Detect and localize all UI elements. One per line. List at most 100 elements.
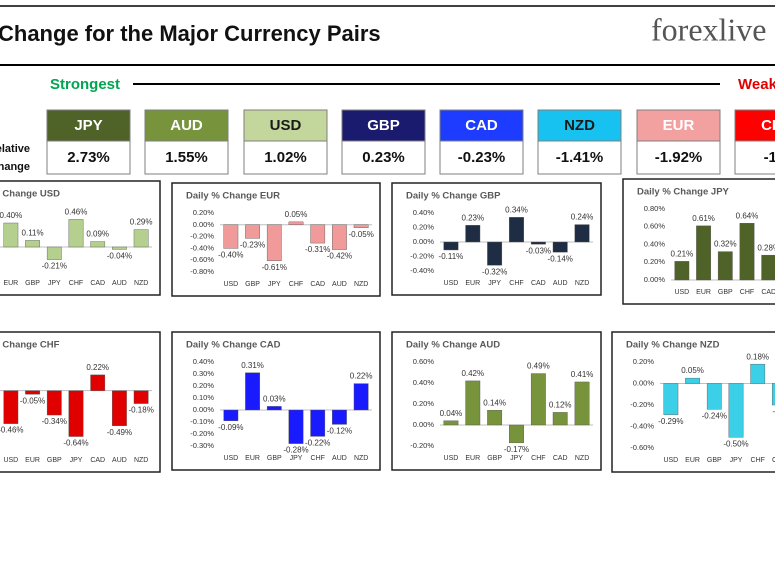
bar — [25, 240, 40, 248]
x-tick-label: NZD — [354, 281, 368, 288]
x-tick-label: EUR — [3, 280, 18, 287]
x-tick-label: USD — [3, 457, 18, 464]
tile-body — [636, 140, 721, 175]
data-label: 0.23% — [461, 213, 484, 222]
tile-header — [439, 109, 524, 142]
x-tick-label: GBP — [707, 457, 722, 464]
y-tick-label: 0.20% — [413, 399, 435, 408]
y-tick-label: 0.00% — [193, 405, 215, 414]
y-tick-label: 0.40% — [413, 208, 435, 217]
y-tick-label: 0.20% — [193, 208, 215, 217]
bar — [68, 390, 84, 437]
bar — [663, 383, 679, 415]
data-label: 0.22% — [86, 363, 109, 372]
x-tick-label: EUR — [465, 280, 480, 287]
bar — [530, 373, 546, 426]
bar — [353, 224, 369, 228]
tile-body — [537, 140, 622, 175]
bar — [465, 380, 481, 426]
data-label: 0.28% — [757, 243, 775, 252]
y-tick-label: 0.20% — [193, 381, 215, 390]
tile-body — [341, 140, 426, 175]
bar — [46, 390, 62, 416]
bar — [706, 383, 722, 410]
weakest-label: Weakest — [738, 76, 775, 93]
data-label: 0.41% — [571, 370, 594, 379]
y-tick-label: 0.00% — [644, 275, 666, 284]
bar — [223, 224, 239, 249]
data-label: -0.04% — [107, 252, 132, 261]
x-tick-label: GBP — [267, 455, 282, 462]
chart-title: Daily % Change GBP — [406, 191, 501, 202]
bar — [750, 363, 766, 384]
chart-frame — [611, 331, 775, 473]
bar — [761, 254, 775, 281]
data-label: 0.40% — [0, 211, 22, 220]
x-tick-label: AUD — [112, 280, 127, 287]
data-label: -0.64% — [63, 439, 88, 448]
data-label: -0.23% — [240, 240, 265, 249]
chart-title: Daily % Change NZD — [626, 340, 720, 351]
data-label: -0.09% — [218, 423, 243, 432]
data-label: -0.21% — [42, 262, 67, 271]
bar — [739, 222, 755, 281]
bar — [112, 390, 127, 426]
bar — [487, 241, 503, 266]
row-label: Relative — [0, 143, 30, 155]
bar — [3, 390, 19, 424]
data-label: -0.22% — [305, 439, 330, 448]
x-tick-label: JPY — [510, 455, 523, 462]
x-tick-label: CHF — [751, 457, 765, 464]
tile-header — [636, 109, 721, 142]
y-tick-label: -0.30% — [190, 441, 214, 450]
data-label: 0.32% — [714, 240, 737, 249]
data-label: -0.42% — [327, 252, 352, 261]
x-tick-label: AUD — [332, 281, 347, 288]
tile-change: -0.23% — [458, 149, 506, 166]
y-tick-label: -0.20% — [630, 400, 654, 409]
data-label: 0.09% — [86, 230, 109, 239]
y-tick-label: -0.40% — [410, 266, 434, 275]
x-tick-label: JPY — [48, 280, 61, 287]
bar — [509, 217, 524, 243]
data-label: -0.32% — [482, 267, 507, 276]
x-tick-label: NZD — [354, 455, 368, 462]
bar — [574, 381, 590, 426]
tile-change: -1.9 — [764, 149, 775, 166]
x-tick-label: JPY — [268, 281, 281, 288]
y-tick-label: -0.20% — [410, 251, 434, 260]
tile-body — [46, 140, 131, 175]
tile-change: 1.02% — [264, 149, 307, 166]
bar — [133, 390, 149, 404]
chart-frame — [391, 182, 602, 296]
chart-title: Daily % Change JPY — [637, 187, 730, 198]
x-tick-label: CAD — [310, 281, 325, 288]
x-tick-label: JPY — [730, 457, 743, 464]
x-tick-label: CAD — [90, 280, 105, 287]
data-label: 0.05% — [285, 210, 308, 219]
bar — [266, 406, 282, 411]
data-label: 0.46% — [65, 208, 88, 217]
tile-body — [243, 140, 328, 175]
tile-currency: NZD — [564, 117, 595, 134]
data-label: 0.12% — [549, 401, 572, 410]
bar — [443, 241, 459, 251]
y-tick-label: -0.20% — [190, 429, 214, 438]
tile-header — [341, 109, 426, 142]
x-tick-label: NZD — [134, 280, 148, 287]
data-label: -0.28% — [283, 446, 308, 455]
bar — [332, 224, 347, 250]
data-label: 0.29% — [130, 218, 153, 227]
tile-change: -1.41% — [556, 149, 604, 166]
x-tick-label: USD — [444, 280, 459, 287]
x-tick-label: NZD — [575, 280, 589, 287]
page-title: Change for the Major Currency Pairs — [0, 21, 381, 46]
y-tick-label: 0.80% — [644, 204, 666, 213]
x-tick-label: CHF — [311, 455, 325, 462]
y-tick-label: 0.40% — [413, 378, 435, 387]
data-label: -0.05% — [20, 396, 45, 405]
data-label: 0.61% — [692, 214, 715, 223]
data-label: -0.40% — [218, 251, 243, 260]
y-tick-label: 0.60% — [644, 222, 666, 231]
